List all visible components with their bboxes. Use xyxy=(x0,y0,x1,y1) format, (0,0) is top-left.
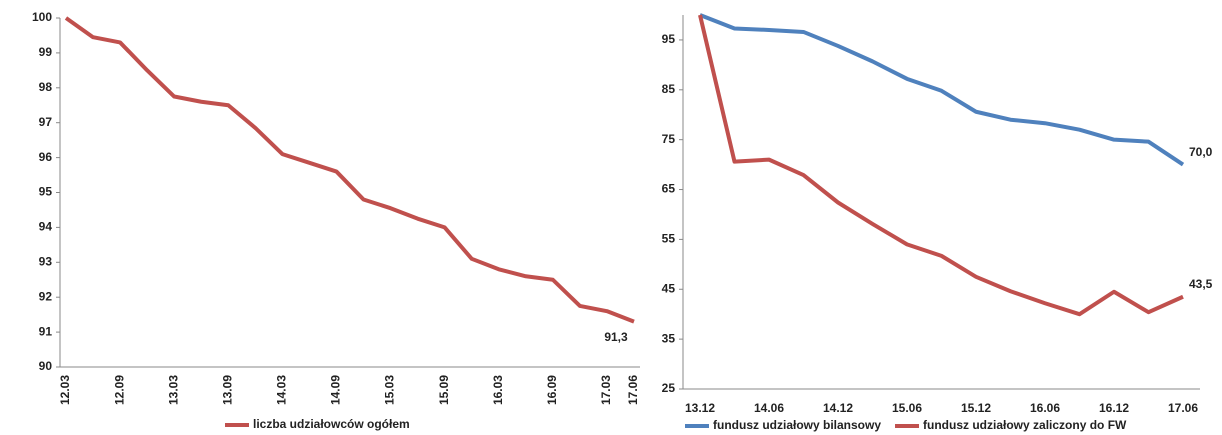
line xyxy=(699,13,1185,167)
y-tick-label: 100 xyxy=(32,10,52,24)
x-tick-label: 13.03 xyxy=(166,375,180,405)
y-tick-label: 90 xyxy=(39,359,53,373)
x-tick-label: 17.06 xyxy=(626,375,640,405)
x-tick-label: 17.06 xyxy=(1168,401,1198,415)
x-tick-label: 16.12 xyxy=(1099,401,1129,415)
y-tick-label: 25 xyxy=(662,381,676,395)
x-tick-label: 16.06 xyxy=(1030,401,1060,415)
y-tick-label: 92 xyxy=(39,289,53,303)
y-tick-label: 91 xyxy=(39,324,53,338)
y-tick-label: 98 xyxy=(39,80,53,94)
line xyxy=(698,14,1184,317)
line xyxy=(64,16,635,324)
x-tick-label: 12.03 xyxy=(58,375,72,405)
y-tick-label: 75 xyxy=(662,132,676,146)
y-tick-label: 65 xyxy=(662,182,676,196)
y-tick-label: 45 xyxy=(662,281,676,295)
y-tick-label: 55 xyxy=(662,232,676,246)
y-tick-label: 35 xyxy=(662,331,676,345)
x-tick-label: 16.09 xyxy=(545,375,559,405)
x-tick-label: 15.03 xyxy=(383,375,397,405)
x-tick-label: 13.12 xyxy=(685,401,715,415)
data-label: 70,0 xyxy=(1189,145,1213,159)
x-tick-label: 14.12 xyxy=(823,401,853,415)
x-tick-label: 15.09 xyxy=(437,375,451,405)
x-tick-label: 15.12 xyxy=(961,401,991,415)
y-tick-label: 99 xyxy=(39,45,53,59)
data-label: 43,5 xyxy=(1189,277,1213,291)
x-tick-label: 14.06 xyxy=(754,401,784,415)
y-tick-label: 94 xyxy=(39,220,53,234)
data-label: 91,3 xyxy=(604,330,628,344)
x-tick-label: 12.09 xyxy=(112,375,126,405)
y-tick-label: 85 xyxy=(662,82,676,96)
y-tick-label: 93 xyxy=(39,254,53,268)
y-tick-label: 95 xyxy=(662,32,676,46)
legend-label: liczba udziałowców ogółem xyxy=(253,417,410,431)
x-tick-label: 16.03 xyxy=(491,375,505,405)
y-tick-label: 95 xyxy=(39,185,53,199)
legend-label: fundusz udziałowy bilansowy xyxy=(713,418,881,432)
legend-label: fundusz udziałowy zaliczony do FW xyxy=(923,418,1127,432)
x-tick-label: 14.03 xyxy=(275,375,289,405)
x-tick-label: 13.09 xyxy=(220,375,234,405)
y-tick-label: 96 xyxy=(39,150,53,164)
x-tick-label: 17.03 xyxy=(599,375,613,405)
y-tick-label: 97 xyxy=(39,115,53,129)
x-tick-label: 15.06 xyxy=(892,401,922,415)
x-tick-label: 14.09 xyxy=(329,375,343,405)
